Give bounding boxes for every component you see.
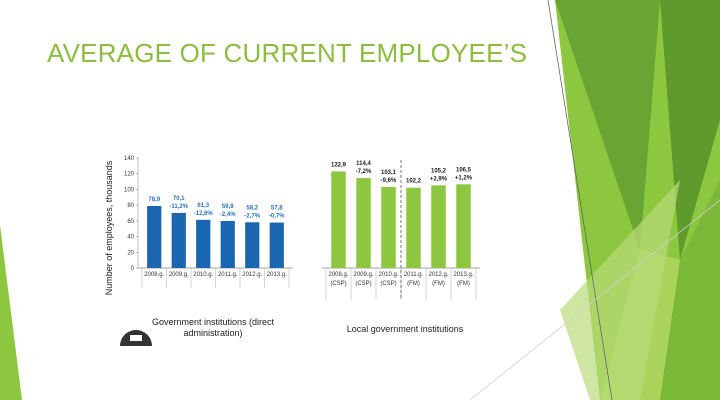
data-label: +1,2% [455, 175, 473, 181]
x-tick-label: 2010.g. [378, 272, 398, 278]
x-tick-label: 2013.g. [267, 272, 287, 278]
bar [431, 185, 446, 268]
x-tick-label: 2008.g. [144, 272, 164, 278]
bar [171, 212, 186, 268]
y-axis-title: Number of employees, thousands [104, 160, 114, 295]
bar [331, 171, 346, 268]
data-label: -9,6% [381, 178, 397, 184]
y-tick-label: 40 [127, 235, 134, 241]
x-tick-label: (CSP) [355, 281, 371, 287]
y-tick-label: 120 [124, 172, 135, 178]
data-label: -7,2% [356, 169, 372, 175]
y-tick-label: 0 [131, 266, 135, 272]
chart-gridlines [136, 157, 480, 300]
bar [220, 221, 235, 268]
chart-labels: 0 20 40 60 80 100 120 140 78,9 2008.g. 70,1 -11,2% 2… [124, 156, 474, 338]
x-tick-label: 2008.g. [328, 272, 348, 278]
data-label: -2,7% [244, 213, 260, 219]
data-label: 70,1 [173, 196, 185, 202]
y-tick-label: 60 [127, 219, 134, 225]
data-label: -12,6% [194, 211, 214, 217]
data-label: -11,2% [169, 204, 188, 210]
x-tick-label: (FM) [432, 281, 445, 287]
data-label: 59,8 [222, 204, 234, 210]
x-tick-label: 2010.g. [193, 272, 213, 278]
decor-facet-6 [560, 180, 680, 400]
data-label: 102,2 [406, 179, 422, 185]
y-tick-label: 140 [124, 156, 135, 162]
group-label: administration) [183, 328, 242, 338]
decor-line-1 [547, 0, 613, 400]
slide-title: AVERAGE OF CURRENT EMPLOYEE’S [47, 38, 528, 68]
bar [406, 187, 421, 268]
x-tick-label: 2012.g. [428, 272, 448, 278]
decor-facet-2 [555, 0, 660, 250]
data-label: 57,8 [271, 206, 283, 212]
x-tick-label: 2013.g. [453, 272, 473, 278]
x-tick-label: 2011.g. [404, 272, 424, 278]
bar [147, 206, 162, 268]
data-label: 103,1 [381, 170, 397, 176]
bar [381, 186, 396, 268]
data-label: 122,9 [331, 162, 347, 168]
decor-facet-5 [660, 180, 720, 400]
x-tick-label: 2012.g. [242, 272, 262, 278]
chart-bars [147, 171, 471, 268]
x-tick-label: 2009.g. [353, 272, 373, 278]
x-tick-label: 2009.g. [169, 272, 189, 278]
bar [269, 222, 284, 268]
data-label: 58,2 [246, 205, 258, 211]
data-label: -2,4% [220, 212, 236, 218]
data-label: 78,9 [148, 197, 160, 203]
data-label: 114,4 [356, 161, 371, 167]
data-label: 105,2 [431, 168, 447, 174]
bar [196, 219, 211, 268]
data-label: +2,9% [430, 176, 448, 182]
data-label: -0,7% [269, 214, 285, 220]
y-tick-label: 80 [127, 203, 134, 209]
group-label: Local government institutions [347, 324, 464, 334]
group-label: Government institutions (direct [152, 317, 275, 327]
y-tick-label: 100 [124, 187, 135, 193]
data-label: 106,5 [456, 167, 472, 173]
x-tick-label: (FM) [407, 281, 420, 287]
bar [356, 178, 371, 268]
x-tick-label: (CSP) [330, 281, 346, 287]
data-label: 61,3 [197, 203, 209, 209]
y-tick-label: 20 [127, 250, 134, 256]
x-tick-label: (CSP) [380, 281, 396, 287]
decor-left-wedge [0, 225, 22, 400]
x-tick-label: (FM) [457, 281, 470, 287]
decor-line-2 [469, 199, 720, 400]
bar [245, 222, 260, 268]
bar [456, 184, 471, 268]
x-tick-label: 2011.g. [218, 272, 238, 278]
building-icon [120, 330, 152, 346]
